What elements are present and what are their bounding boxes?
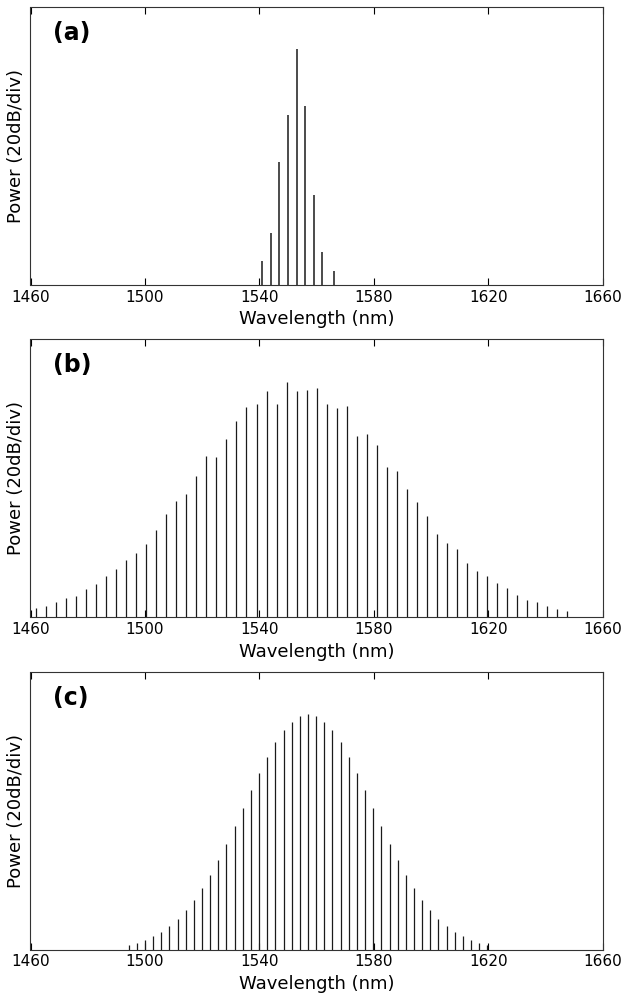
Y-axis label: Power (20dB/div): Power (20dB/div) [7,69,25,223]
X-axis label: Wavelength (nm): Wavelength (nm) [239,643,394,661]
Y-axis label: Power (20dB/div): Power (20dB/div) [7,734,25,888]
Y-axis label: Power (20dB/div): Power (20dB/div) [7,401,25,555]
Text: (c): (c) [53,686,89,710]
X-axis label: Wavelength (nm): Wavelength (nm) [239,310,394,328]
Text: (a): (a) [53,21,91,45]
Text: (b): (b) [53,353,92,377]
X-axis label: Wavelength (nm): Wavelength (nm) [239,975,394,993]
